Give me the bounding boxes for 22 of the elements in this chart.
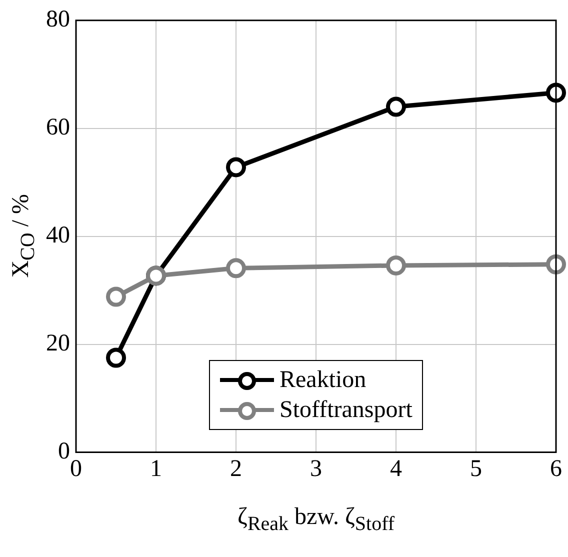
point xyxy=(226,258,246,278)
point xyxy=(106,286,126,307)
y-tick-label: 60 xyxy=(46,114,70,141)
point xyxy=(546,254,566,274)
y-tick-label: 40 xyxy=(46,222,70,249)
y-tick-label: 80 xyxy=(46,6,70,33)
point xyxy=(546,82,566,103)
x-tick-label: 2 xyxy=(230,456,242,482)
y-tick-label: 0 xyxy=(58,438,70,464)
legend-label: Reaktion xyxy=(280,366,366,394)
x-tick-label: 4 xyxy=(390,456,402,482)
point xyxy=(386,255,406,276)
point xyxy=(386,96,406,117)
x-tick-label: 6 xyxy=(550,456,562,482)
y-tick-label: 20 xyxy=(46,330,70,357)
x-axis-title: ζ$_{Reak}$ bzw. ζ$_{Stoff}$ xyxy=(238,504,395,536)
point xyxy=(226,157,246,178)
x-tick-label: 1 xyxy=(150,456,162,482)
legend-label: Stofftransport xyxy=(280,396,412,424)
x-tick-label: 3 xyxy=(310,456,322,482)
x-tick-label: 5 xyxy=(470,456,482,482)
point xyxy=(106,348,126,368)
